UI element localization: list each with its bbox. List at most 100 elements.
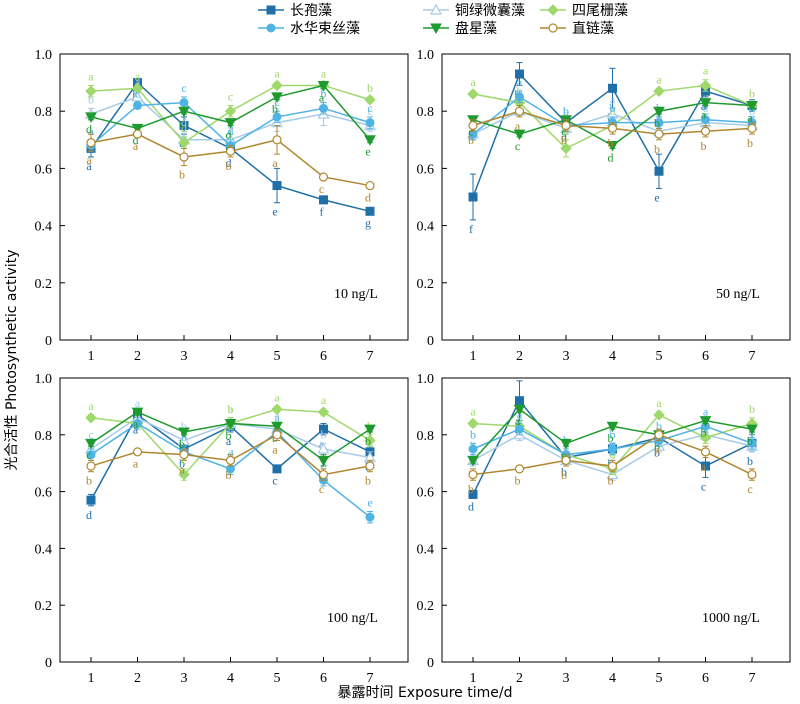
significance-letter: b xyxy=(608,136,614,150)
significance-letter: c xyxy=(319,182,324,196)
significance-letter: c xyxy=(747,482,752,496)
data-point xyxy=(699,98,712,109)
data-point xyxy=(86,138,96,148)
significance-letter: a xyxy=(133,417,139,431)
data-point xyxy=(271,421,283,433)
data-point xyxy=(513,129,526,141)
y-tick-label: 0.6 xyxy=(35,162,53,177)
panel-label: 10 ng/L xyxy=(334,287,378,302)
data-point xyxy=(560,438,572,450)
data-point xyxy=(318,172,329,182)
data-point xyxy=(318,469,329,480)
significance-letter: d xyxy=(365,190,371,204)
significance-letter: c xyxy=(367,101,372,115)
significance-letter: b xyxy=(226,159,232,173)
significance-letter: a xyxy=(272,442,278,456)
data-point xyxy=(272,181,282,191)
legend-entry: 长孢藻 xyxy=(258,3,332,19)
data-point xyxy=(317,406,330,418)
significance-letter: b xyxy=(468,133,474,147)
data-point xyxy=(653,106,665,118)
data-point xyxy=(86,495,96,505)
y-tick-label: 0.2 xyxy=(417,277,435,292)
data-point xyxy=(608,83,617,93)
y-tick-label: 0 xyxy=(45,656,52,671)
significance-letter: a xyxy=(274,67,280,81)
data-point xyxy=(364,434,376,447)
significance-letter: f xyxy=(320,205,324,219)
data-point xyxy=(178,106,190,118)
data-point xyxy=(467,455,479,467)
x-tick-label: 6 xyxy=(320,671,327,686)
data-point xyxy=(85,412,97,424)
significance-letter: b xyxy=(181,419,187,433)
panel-label: 1000 ng/L xyxy=(702,611,760,626)
significance-letter: d xyxy=(226,128,232,142)
x-tick-label: 1 xyxy=(470,349,477,364)
legend-entry: 直链藻 xyxy=(540,20,614,37)
data-point xyxy=(224,118,237,129)
y-tick-label: 0.8 xyxy=(35,105,53,120)
data-point xyxy=(85,112,97,123)
data-point xyxy=(178,468,190,481)
data-point xyxy=(365,512,375,522)
data-point xyxy=(654,166,664,176)
significance-letter: a xyxy=(135,69,141,83)
x-tick-label: 1 xyxy=(88,671,95,686)
panel-label: 50 ng/L xyxy=(716,287,760,302)
data-point xyxy=(607,461,618,471)
x-tick-label: 7 xyxy=(749,671,756,686)
data-point xyxy=(747,123,757,133)
legend-entry: 四尾栅藻 xyxy=(540,3,628,19)
data-point xyxy=(699,79,712,92)
x-tick-label: 3 xyxy=(563,671,570,686)
data-point xyxy=(317,455,330,467)
significance-letter: b xyxy=(272,102,278,116)
significance-letter: b xyxy=(321,427,327,441)
significance-letter: b xyxy=(88,92,94,106)
series: cabbbdb xyxy=(85,407,376,482)
data-point xyxy=(319,103,328,113)
data-point xyxy=(514,464,525,474)
significance-letter: c xyxy=(86,448,91,462)
panel-frame xyxy=(441,377,791,663)
data-point xyxy=(365,180,375,191)
y-tick-label: 0.8 xyxy=(417,429,435,444)
significance-letter: b xyxy=(367,81,373,95)
data-point xyxy=(515,396,524,406)
significance-letter: b xyxy=(321,87,327,101)
data-point xyxy=(131,90,144,102)
significance-letter: b xyxy=(749,87,755,101)
significance-letter: b xyxy=(654,440,660,454)
y-tick-label: 0.2 xyxy=(35,599,53,614)
y-tick-label: 1.0 xyxy=(417,48,435,63)
x-tick-label: 4 xyxy=(227,349,234,364)
significance-letter: b xyxy=(179,437,185,451)
significance-letter: a xyxy=(274,390,280,404)
data-point xyxy=(86,461,96,471)
data-point xyxy=(701,115,710,125)
significance-letter: a xyxy=(470,75,476,89)
significance-letter: a xyxy=(228,402,234,416)
data-point xyxy=(86,450,96,460)
data-point xyxy=(746,424,758,436)
significance-letter: d xyxy=(181,121,187,135)
x-tick-label: 7 xyxy=(749,349,756,364)
significance-letter: c xyxy=(319,482,324,496)
data-point xyxy=(272,135,282,145)
data-point xyxy=(271,79,283,92)
data-point xyxy=(606,141,619,152)
y-tick-label: 0.4 xyxy=(35,542,53,557)
significance-letter: c xyxy=(610,104,615,118)
significance-letter: a xyxy=(86,153,92,167)
data-point xyxy=(607,123,618,133)
data-point xyxy=(699,416,712,427)
data-point xyxy=(271,92,283,103)
data-point xyxy=(179,450,189,460)
data-point xyxy=(178,427,190,438)
data-point xyxy=(653,85,665,97)
legend-label: 四尾栅藻 xyxy=(572,3,628,19)
y-tick-label: 0.2 xyxy=(417,599,435,614)
